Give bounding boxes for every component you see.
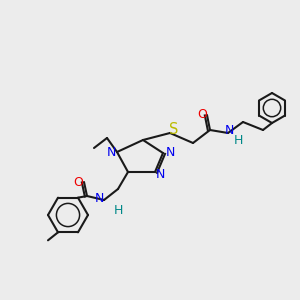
Text: N: N: [106, 146, 116, 158]
Text: H: H: [233, 134, 243, 148]
Text: N: N: [165, 146, 175, 158]
Text: O: O: [197, 107, 207, 121]
Text: O: O: [73, 176, 83, 188]
Text: N: N: [155, 169, 165, 182]
Text: N: N: [224, 124, 234, 136]
Text: N: N: [94, 191, 104, 205]
Text: H: H: [113, 203, 123, 217]
Text: S: S: [169, 122, 179, 137]
